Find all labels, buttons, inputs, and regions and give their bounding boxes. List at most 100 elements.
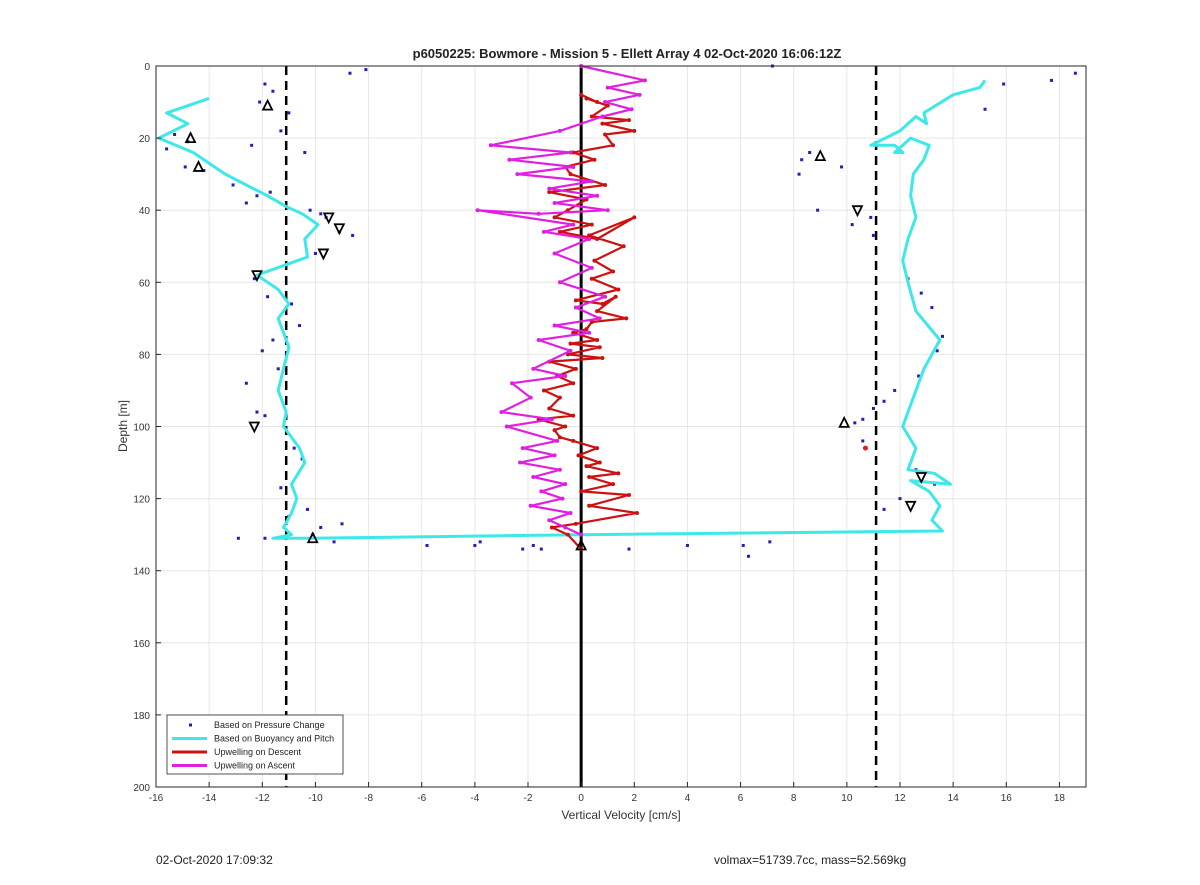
- pressure-change-point: [741, 543, 745, 547]
- upwelling-point: [584, 96, 589, 101]
- y-tick-label: 140: [133, 567, 150, 578]
- upwelling-point: [611, 482, 616, 487]
- x-tick-label: -14: [202, 793, 217, 804]
- pressure-change-point: [1073, 71, 1077, 75]
- pressure-change-point: [258, 100, 262, 104]
- pressure-change-point: [893, 388, 897, 392]
- triangle-up-marker: [261, 98, 274, 111]
- pressure-change-point: [898, 497, 902, 501]
- upwelling-point: [563, 525, 568, 530]
- upwelling-point: [552, 428, 557, 433]
- pressure-change-point: [351, 233, 355, 237]
- pressure-change-point: [850, 223, 854, 227]
- pressure-change-point: [768, 540, 772, 544]
- upwelling-point: [587, 503, 592, 508]
- legend-label: Upwelling on Descent: [214, 747, 302, 757]
- upwelling-point: [592, 157, 597, 162]
- upwelling-point: [616, 287, 621, 292]
- legend-label: Based on Pressure Change: [214, 720, 325, 730]
- pressure-change-point: [1002, 82, 1006, 86]
- pressure-change-point: [685, 543, 689, 547]
- y-tick-label: 160: [133, 639, 150, 650]
- upwelling-point: [573, 298, 578, 303]
- x-tick-label: -16: [149, 793, 164, 804]
- upwelling-point: [589, 179, 594, 184]
- upwelling-point: [504, 424, 509, 429]
- upwelling-point: [552, 215, 557, 220]
- upwelling-point: [571, 438, 576, 443]
- pressure-change-point: [263, 82, 267, 86]
- upwelling-point: [603, 294, 608, 299]
- upwelling-point: [571, 413, 576, 418]
- upwelling-point: [539, 489, 544, 494]
- pressure-change-point: [271, 89, 275, 93]
- pressure-change-point: [263, 414, 267, 418]
- pressure-change-point: [861, 417, 865, 421]
- pressure-change-point: [292, 446, 296, 450]
- pressure-change-point: [800, 158, 804, 162]
- x-tick-label: 14: [948, 793, 960, 804]
- upwelling-point: [507, 157, 512, 162]
- pressure-change-point: [941, 334, 945, 338]
- pressure-change-point: [871, 406, 875, 410]
- upwelling-point: [557, 280, 562, 285]
- upwelling-point: [571, 381, 576, 386]
- pressure-change-point: [287, 111, 291, 115]
- triangle-down-marker: [251, 270, 263, 283]
- upwelling-point: [573, 366, 578, 371]
- upwelling-point: [541, 388, 546, 393]
- pressure-change-point: [255, 194, 259, 198]
- pressure-change-point: [252, 277, 256, 281]
- upwelling-point: [571, 330, 576, 335]
- upwelling-point: [547, 406, 552, 411]
- pressure-change-point: [627, 547, 631, 551]
- upwelling-point: [603, 132, 608, 137]
- x-tick-label: 16: [1001, 793, 1013, 804]
- upwelling-point: [600, 356, 605, 361]
- y-tick-label: 180: [133, 711, 150, 722]
- upwelling-point: [597, 316, 602, 321]
- upwelling-point: [589, 276, 594, 281]
- upwelling-point: [632, 128, 637, 133]
- upwelling-point: [557, 435, 562, 440]
- upwelling-point: [632, 215, 637, 220]
- chart-title: p6050225: Bowmore - Mission 5 - Ellett A…: [413, 46, 842, 61]
- x-tick-label: -8: [364, 793, 373, 804]
- pressure-change-point: [173, 132, 177, 136]
- pressure-change-point: [202, 169, 206, 173]
- upwelling-point: [595, 100, 600, 105]
- triangle-down-marker: [904, 500, 917, 513]
- upwelling-point: [589, 319, 594, 324]
- pressure-change-point: [478, 540, 482, 544]
- triangle-up-marker: [184, 131, 197, 144]
- upwelling-point: [536, 211, 541, 216]
- pressure-change-point: [279, 486, 283, 490]
- upwelling-point: [626, 492, 631, 497]
- x-tick-label: 12: [894, 793, 906, 804]
- upwelling-point: [642, 78, 647, 83]
- upwelling-point: [568, 341, 573, 346]
- pressure-change-point: [268, 190, 272, 194]
- upwelling-point: [547, 518, 552, 523]
- pressure-change-point: [473, 543, 477, 547]
- upwelling-point: [531, 474, 536, 479]
- y-tick-label: 60: [139, 278, 151, 289]
- triangle-up-marker: [838, 415, 851, 428]
- triangle-up-marker: [306, 531, 319, 544]
- upwelling-point: [557, 128, 562, 133]
- upwelling-point: [595, 446, 600, 451]
- upwelling-point: [589, 265, 594, 270]
- upwelling-point: [547, 190, 552, 195]
- upwelling-point: [579, 92, 584, 97]
- pressure-change-point: [983, 107, 987, 111]
- upwelling-point: [587, 474, 592, 479]
- upwelling-point: [603, 100, 608, 105]
- upwelling-point: [515, 172, 520, 177]
- pressure-change-point: [797, 172, 801, 176]
- triangle-down-marker: [915, 472, 928, 484]
- x-tick-label: 0: [578, 793, 584, 804]
- pressure-change-point: [840, 165, 844, 169]
- x-tick-label: 18: [1054, 793, 1066, 804]
- pressure-change-point: [871, 233, 875, 237]
- pressure-change-point: [305, 507, 309, 511]
